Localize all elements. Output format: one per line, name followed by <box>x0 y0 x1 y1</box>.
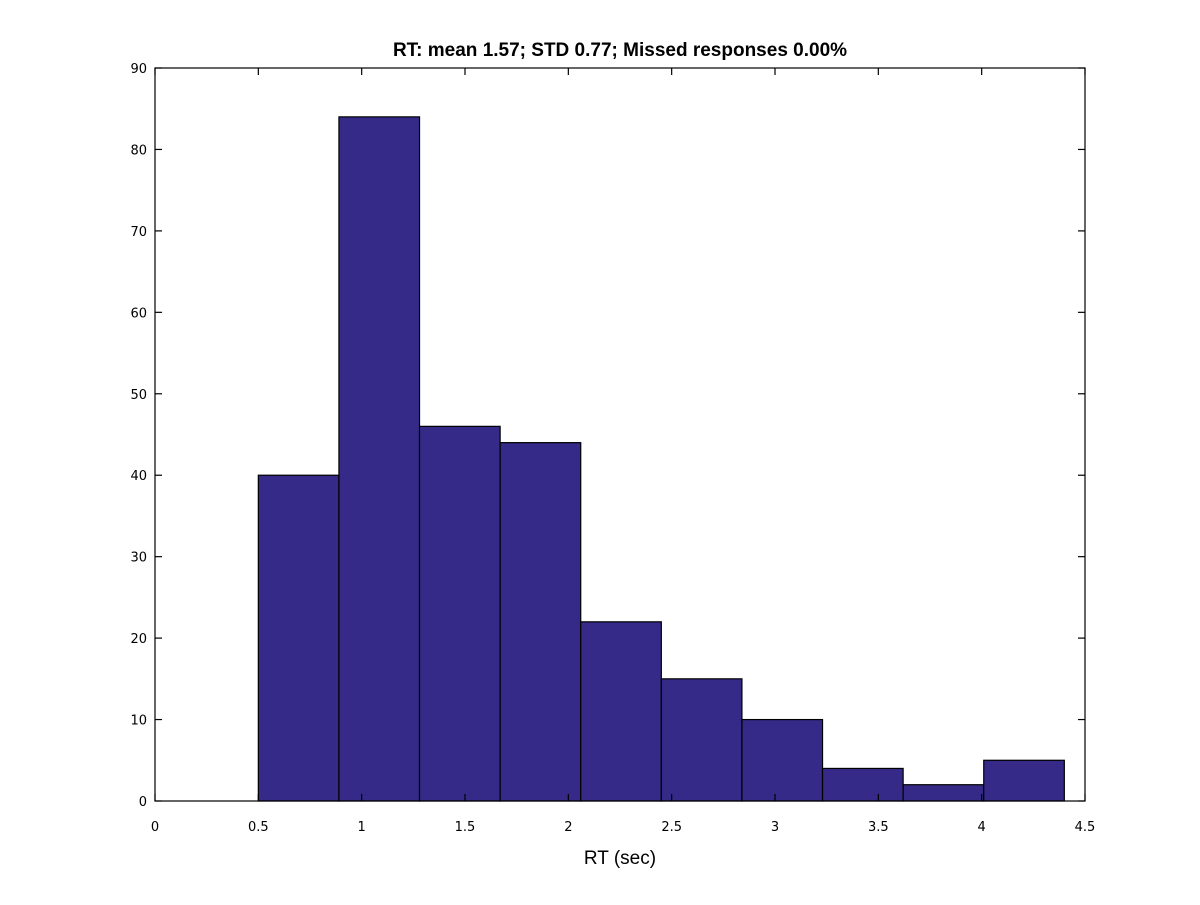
y-tick-label-4: 40 <box>130 469 147 484</box>
y-tick-label-3: 30 <box>130 551 147 566</box>
histogram-bar-9 <box>902 784 985 802</box>
y-tick-label-0: 0 <box>139 795 147 810</box>
ticks-layer: 0 0.5 1 1.5 2 2.5 3 3.5 4 4.5 0 10 20 30 40 50 60 70 80 90 <box>130 62 1095 835</box>
y-tick-label-5: 50 <box>130 388 147 403</box>
x-tick-label-9: 4.5 <box>1075 820 1096 835</box>
histogram-bar-7 <box>741 718 824 802</box>
y-tick-label-1: 10 <box>130 714 147 729</box>
x-tick-label-3: 1.5 <box>455 820 476 835</box>
axes-frame <box>154 67 1086 802</box>
x-tick-label-2: 1 <box>358 820 366 835</box>
x-tick-label-1: 0.5 <box>248 820 269 835</box>
y-tick-label-9: 90 <box>130 62 147 77</box>
histogram-bar-4 <box>499 442 582 802</box>
bars-layer <box>257 116 1065 802</box>
y-tick-label-6: 60 <box>130 306 147 321</box>
histogram-bar-10 <box>983 759 1065 802</box>
histogram-bar-8 <box>821 767 904 802</box>
y-tick-label-2: 20 <box>130 632 147 647</box>
x-tick-label-0: 0 <box>151 820 159 835</box>
histogram-bar-1 <box>257 474 340 802</box>
x-tick-label-6: 3 <box>771 820 779 835</box>
y-tick-label-8: 80 <box>130 143 147 158</box>
x-tick-label-7: 3.5 <box>868 820 889 835</box>
x-tick-label-5: 2.5 <box>661 820 682 835</box>
histogram-bar-6 <box>660 678 743 802</box>
x-axis-label: RT (sec) <box>584 848 656 869</box>
y-tick-label-7: 70 <box>130 225 147 240</box>
chart-title: RT: mean 1.57; STD 0.77; Missed response… <box>393 40 847 61</box>
histogram-bar-5 <box>580 621 662 802</box>
x-tick-label-8: 4 <box>978 820 986 835</box>
x-tick-label-4: 2 <box>564 820 572 835</box>
histogram-bar-3 <box>418 425 501 802</box>
histogram-bar-2 <box>338 116 421 802</box>
